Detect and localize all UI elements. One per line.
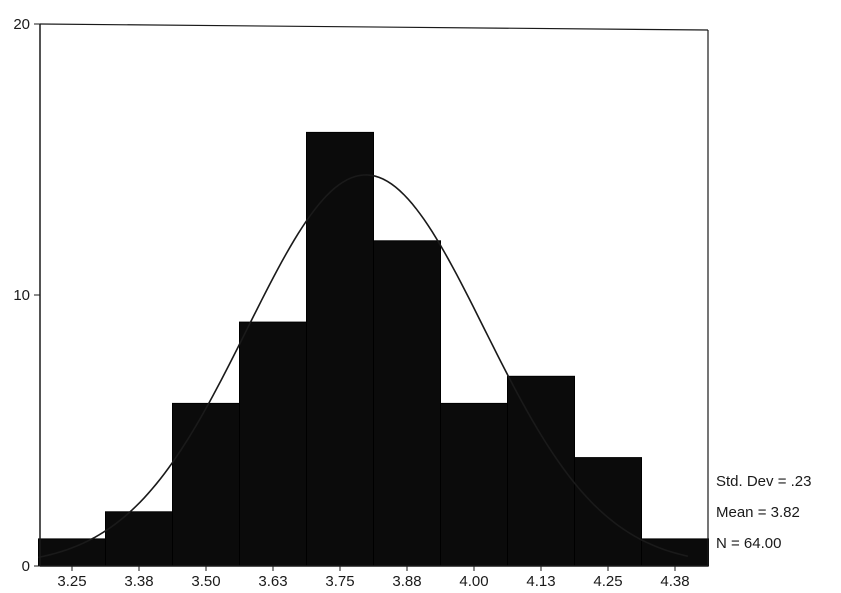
x-tick-label: 3.50 (191, 573, 220, 590)
n-label: N = 64.00 (716, 535, 781, 552)
plot-frame-top (39, 23, 709, 31)
y-tick-label: 0 (22, 558, 30, 575)
x-tick-label: 3.88 (392, 573, 421, 590)
normal-curve (38, 174, 689, 559)
x-tick-label: 3.75 (325, 573, 354, 590)
x-tick-label: 4.00 (459, 573, 488, 590)
x-tick-label: 3.63 (258, 573, 287, 590)
x-tick-label: 4.38 (660, 573, 689, 590)
histogram-bar-3.50 (172, 402, 240, 567)
histogram-bar-3.25 (38, 538, 106, 567)
x-tick-label: 3.25 (57, 573, 86, 590)
x-tick-label: 3.38 (124, 573, 153, 590)
std-dev-label: Std. Dev = .23 (716, 473, 811, 490)
x-tick-label: 4.25 (593, 573, 622, 590)
histogram-bar-3.75 (306, 131, 374, 567)
y-tick-label: 10 (13, 287, 30, 304)
histogram-bar-3.88 (373, 240, 441, 567)
histogram-bar-3.63 (239, 321, 307, 567)
y-tick-label: 20 (13, 16, 30, 33)
mean-label: Mean = 3.82 (716, 504, 800, 521)
histogram-bar-4.13 (507, 375, 575, 567)
histogram-bar-3.38 (105, 511, 173, 567)
histogram-bar-4.00 (440, 402, 508, 567)
x-tick-labels: 3.25 3.38 3.50 3.63 3.75 3.88 4.00 4.13 4.25 4.38 (57, 566, 690, 590)
histogram-bar-4.25 (574, 457, 642, 567)
y-tick-labels: 0 10 20 (13, 16, 40, 575)
x-tick-label: 4.13 (526, 573, 555, 590)
bars-layer (38, 131, 709, 567)
